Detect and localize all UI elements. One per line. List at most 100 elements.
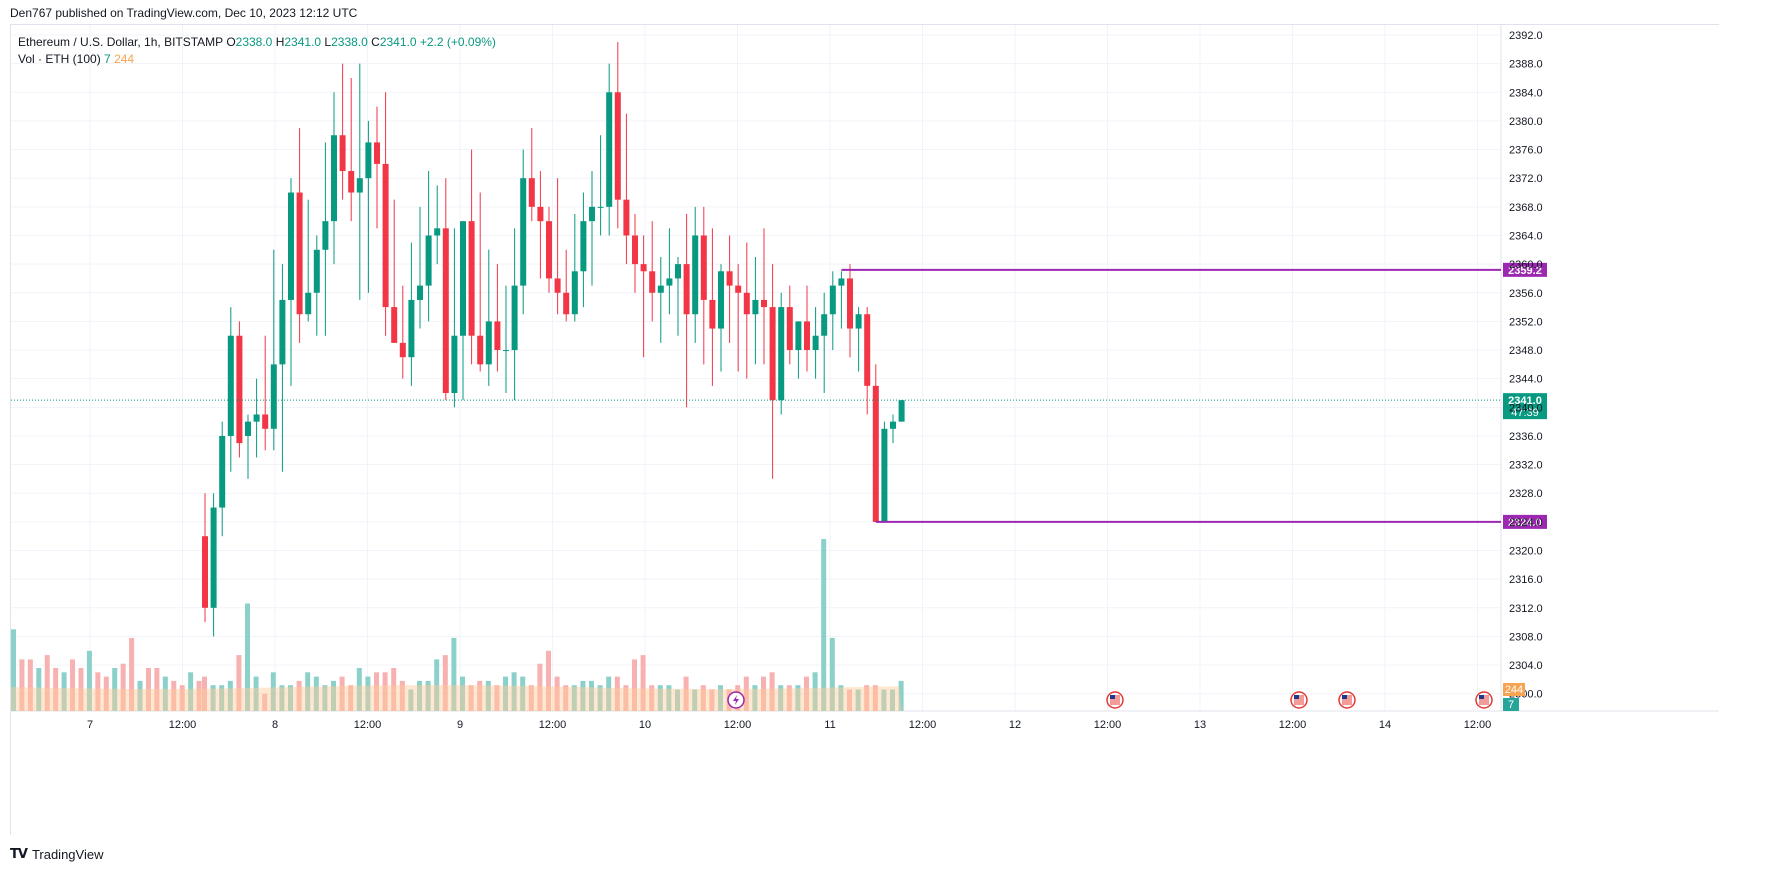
volume-bar [614, 676, 620, 711]
candle-body [692, 235, 699, 315]
volume-bar [27, 659, 33, 711]
volume-bar [288, 685, 293, 711]
price-tick-label: 2384.0 [1509, 87, 1543, 99]
level-price-label: 2324.0 [1508, 517, 1542, 529]
volume-bar [640, 655, 646, 711]
candle-body [296, 192, 303, 315]
volume-bar [890, 689, 895, 711]
volume-bar [554, 676, 560, 711]
volume-bar [253, 676, 259, 711]
high-label: H [275, 35, 285, 49]
price-tick-label: 2316.0 [1509, 574, 1543, 586]
volume-bar [485, 680, 491, 711]
countdown-label: 47:39 [1511, 407, 1539, 419]
volume-bar [19, 659, 25, 711]
candle-body [434, 228, 441, 236]
time-tick-label: 8 [272, 719, 278, 731]
price-tick-label: 2380.0 [1509, 116, 1543, 128]
volume-bar [339, 676, 345, 711]
volume-ma-area [11, 685, 902, 711]
price-tick-label: 2392.0 [1509, 30, 1543, 42]
time-tick-label: 14 [1379, 719, 1391, 731]
volume-bar [442, 655, 448, 711]
volume-bar [202, 676, 207, 711]
time-tick-label: 9 [457, 719, 463, 731]
volume-label[interactable]: Vol · ETH (100) [18, 52, 101, 66]
volume-bar [700, 685, 706, 711]
volume-bar [881, 689, 887, 711]
candle-body [804, 321, 810, 351]
last-price-badge [1503, 393, 1547, 420]
volume-bar [855, 689, 861, 711]
volume-bar [709, 689, 715, 711]
published-info: Den767 published on TradingView.com, Dec… [10, 6, 358, 20]
volume-bar [425, 680, 431, 711]
time-tick-label: 7 [87, 719, 93, 731]
volume-bar [129, 637, 135, 711]
price-tick-label: 2324.0 [1509, 517, 1543, 529]
candle-body [589, 206, 595, 222]
volume-bar [795, 685, 801, 711]
level-price-label: 2359.2 [1508, 265, 1542, 277]
candle-body [847, 278, 853, 329]
candle-body [245, 421, 251, 436]
volume-bar [245, 603, 250, 711]
symbol-description[interactable]: Ethereum / U.S. Dollar, 1h, BITSTAMP [18, 35, 223, 49]
candle-body [606, 92, 613, 207]
chart-canvas[interactable]: 2359.22324.02341.047:392392.02388.02384.… [11, 25, 1719, 835]
price-tick-label: 2376.0 [1509, 145, 1543, 157]
candle-body [700, 235, 707, 300]
volume-bar [752, 685, 758, 711]
candle-body [468, 221, 475, 336]
candle-body [838, 278, 845, 286]
volume-bar [838, 685, 844, 711]
candle-body [494, 321, 501, 351]
volume-bar [847, 689, 852, 711]
volume-bar [356, 668, 362, 711]
volume-bar [11, 629, 16, 711]
volume-bar [743, 676, 749, 711]
candle-body [657, 285, 664, 293]
candle-body [451, 335, 458, 393]
volume-bar [145, 668, 151, 711]
candle-body [726, 271, 733, 286]
volume-bar [365, 676, 371, 711]
candle-body [881, 428, 888, 522]
candle-body [795, 321, 802, 351]
volume-bar [70, 659, 76, 711]
close-value: 2341.0 [379, 35, 417, 49]
volume-ma-badge-label: 244 [1505, 684, 1523, 696]
volume-bar [460, 676, 465, 711]
candle-body [227, 335, 234, 436]
volume-bar [61, 672, 67, 711]
candle-body [417, 285, 423, 300]
candle-body [640, 264, 647, 272]
volume-bar [778, 685, 784, 711]
volume-bar [219, 685, 225, 711]
volume-bar [511, 672, 517, 711]
chart-frame[interactable]: 2359.2 2324.0 2341.0 47:39 2392.0 2388.0 2384.… [10, 24, 1719, 835]
candle-body [571, 271, 578, 315]
candle-body [614, 92, 621, 200]
volume-bar [382, 672, 388, 711]
volume-bar [53, 668, 59, 711]
candle-body [322, 221, 329, 250]
volume-bar [86, 650, 92, 711]
volume-bar [399, 680, 405, 711]
volume-bar [95, 672, 101, 711]
volume-bar [675, 689, 680, 711]
candle-body [399, 342, 406, 358]
volume-bar [546, 650, 551, 711]
candle-body [683, 264, 690, 315]
volume-bar [468, 685, 474, 711]
volume-bar [348, 685, 354, 711]
tradingview-logo[interactable]: TV TradingView [10, 847, 103, 862]
candle-body [236, 335, 243, 444]
price-tick-label: 2368.0 [1509, 202, 1543, 214]
volume-bar [210, 685, 216, 711]
volume-bar [649, 685, 655, 711]
candle-body [382, 163, 389, 308]
candle-body [623, 199, 630, 236]
time-tick-label: 11 [824, 719, 835, 731]
flag-canton [1479, 695, 1484, 699]
